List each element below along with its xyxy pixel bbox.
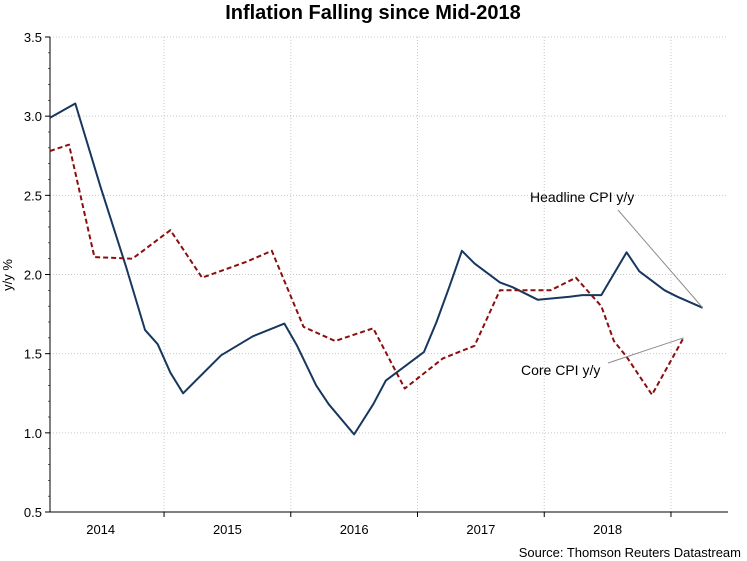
x-tick-label: 2014 <box>86 522 115 537</box>
headline-cpi-y-y-leader-line <box>617 209 704 309</box>
y-tick-label: 2.0 <box>24 268 42 283</box>
gridlines <box>50 36 728 512</box>
headline-cpi-y-y-annotation: Headline CPI y/y <box>530 189 634 205</box>
y-axis-label: y/y % <box>0 259 15 291</box>
core-cpi-y-y-annotation: Core CPI y/y <box>521 362 600 378</box>
y-tick-label: 1.0 <box>24 426 42 441</box>
y-tick-label: 2.5 <box>24 188 42 203</box>
x-tick-label: 2016 <box>340 522 369 537</box>
y-tick-label: 1.5 <box>24 347 42 362</box>
y-axis-ticks: 0.5 1.0 1.5 2.0 2.5 3.0 3.5 <box>24 30 50 520</box>
core-cpi-y-y-line <box>49 143 685 396</box>
x-tick-label: 2018 <box>593 522 622 537</box>
annotations: Headline CPI y/y Core CPI y/y <box>521 189 704 378</box>
x-tick-label: 2015 <box>213 522 242 537</box>
series-lines <box>49 102 704 436</box>
chart-title: Inflation Falling since Mid-2018 <box>225 2 521 24</box>
x-axis-ticks: 2014 2015 2016 2017 2018 <box>86 512 672 537</box>
source-note: Source: Thomson Reuters Datastream <box>519 545 741 560</box>
headline-cpi-y-y-line <box>49 102 704 436</box>
core-cpi-y-y-leader-line <box>607 337 684 364</box>
y-tick-label: 3.0 <box>24 109 42 124</box>
x-tick-label: 2017 <box>466 522 495 537</box>
y-tick-label: 3.5 <box>24 30 42 45</box>
y-tick-label: 0.5 <box>24 505 42 520</box>
